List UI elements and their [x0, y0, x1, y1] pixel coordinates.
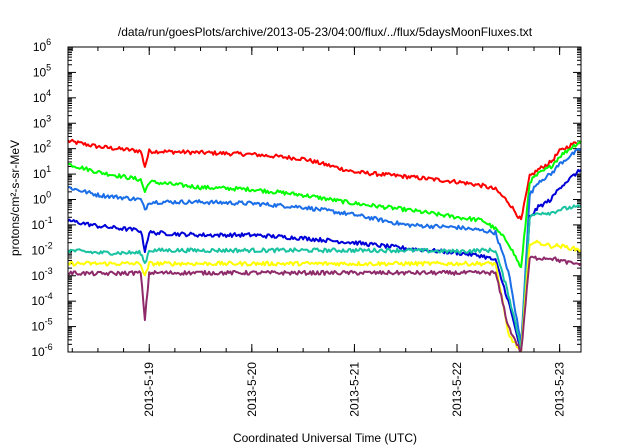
y-tick-label: 10-6 — [31, 342, 52, 359]
y-tick-label: 102 — [33, 139, 51, 156]
x-tick-label: 2013-5-22 — [450, 362, 464, 417]
y-tick-label: 10-2 — [31, 240, 52, 257]
plot-frame — [67, 46, 582, 353]
series-line-3 — [67, 147, 582, 345]
series-line-2 — [67, 140, 582, 269]
y-tick-label: 10-4 — [31, 291, 52, 308]
y-tick-label: 101 — [33, 164, 51, 181]
x-axis-label: Coordinated Universal Time (UTC) — [233, 431, 417, 445]
series-line-7 — [67, 255, 582, 352]
y-tick-label: 10-3 — [31, 266, 52, 283]
y-tick-label: 10-1 — [31, 215, 52, 232]
x-tick-label: 2013-5-21 — [347, 362, 361, 417]
series-line-1 — [67, 138, 582, 221]
chart-title: /data/run/goesPlots/archive/2013-05-23/0… — [118, 25, 533, 39]
y-axis: 10-6 10-5 10-4 10-3 10-2 10-1 100 101 102 103 104 1… — [31, 37, 581, 359]
y-tick-label: 100 — [33, 190, 51, 207]
y-tick-label: 10-5 — [31, 317, 52, 334]
y-axis-label: protons/cm²-s-sr-MeV — [8, 140, 22, 256]
series-line-6 — [67, 239, 582, 353]
y-tick-label: 105 — [33, 62, 51, 79]
y-tick-label: 103 — [33, 113, 51, 130]
x-tick-label: 2013-5-19 — [142, 362, 156, 417]
y-tick-label: 106 — [33, 37, 51, 54]
x-tick-label: 2013-5-20 — [245, 362, 259, 417]
x-tick-label: 2013-5-23 — [553, 362, 567, 417]
series-line-5 — [67, 204, 582, 351]
series-line-4 — [67, 168, 582, 352]
series-layer — [67, 138, 582, 353]
y-tick-label: 104 — [33, 88, 51, 105]
x-axis: 2013-5-19 2013-5-20 2013-5-21 2013-5-22 2013… — [71, 47, 567, 417]
